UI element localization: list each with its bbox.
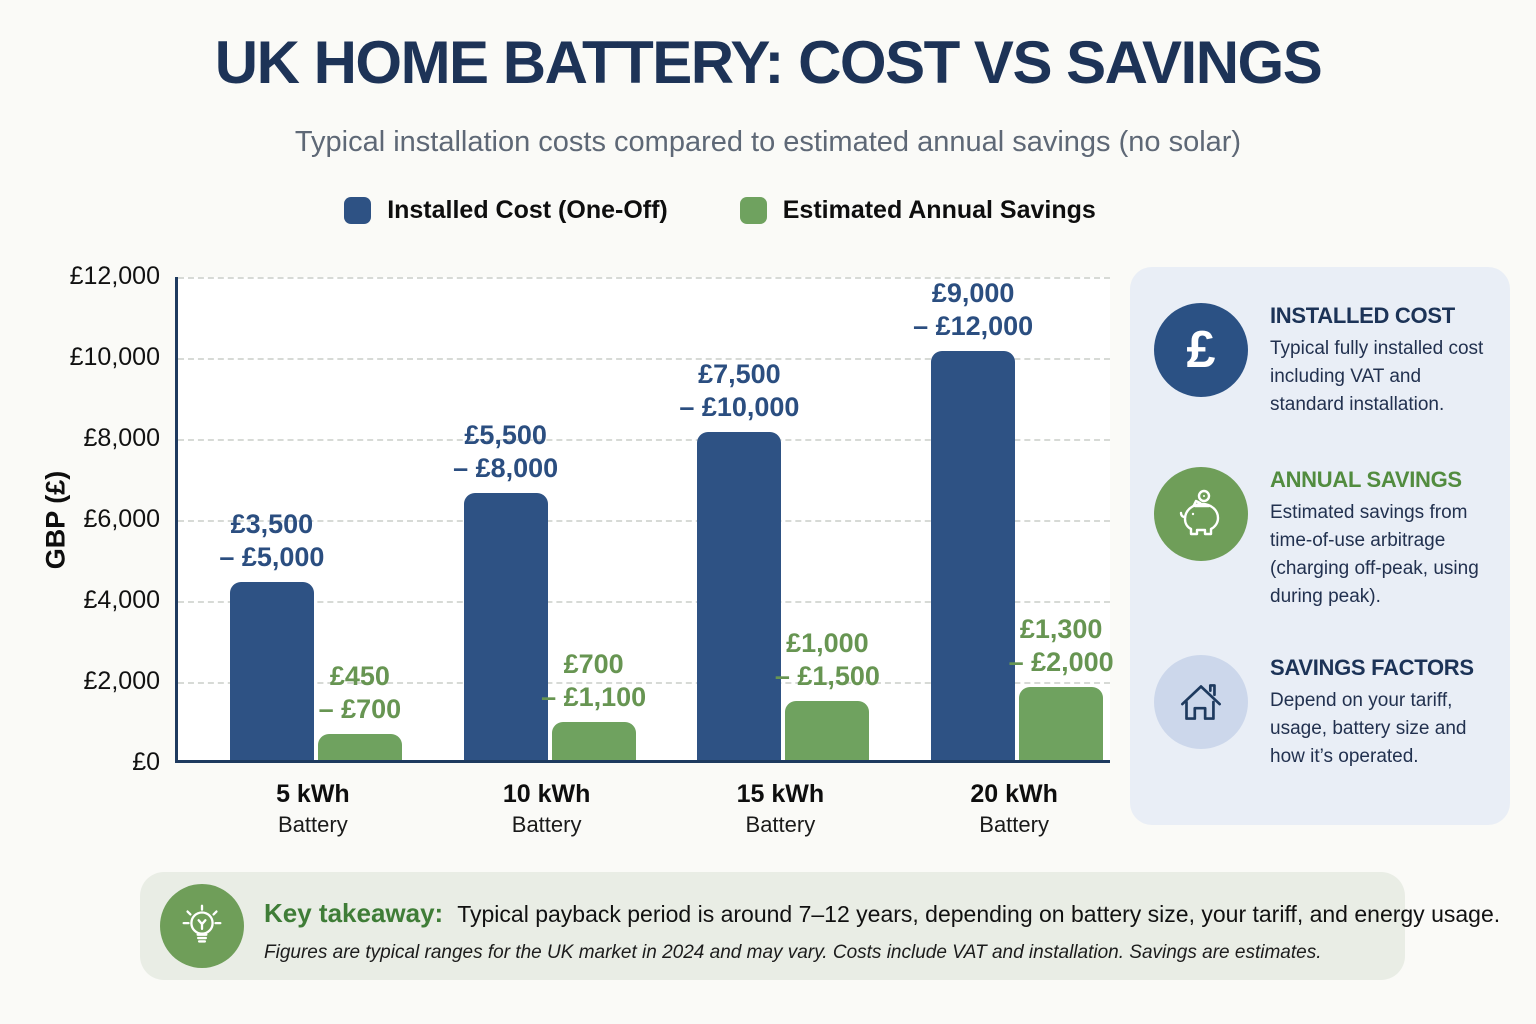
installed-cost-bar	[463, 493, 548, 760]
key-takeaway-box: Key takeaway: Typical payback period is a…	[140, 872, 1501, 980]
gridline	[178, 439, 1110, 441]
annual-savings-bar	[1019, 687, 1104, 760]
x-axis-tick-label: 5 kWh Battery	[276, 780, 350, 837]
page-subtitle: Typical installation costs compared to e…	[294, 126, 1242, 158]
info-item-installed-cost: £ INSTALLED COST Typical fully installed…	[1154, 303, 1486, 419]
page-title: UK HOME BATTERY: COST VS SAVINGS	[214, 29, 1323, 96]
bar-range-label: £5,500– £8,000	[453, 420, 559, 483]
bar-range-label: £450– £700	[318, 661, 402, 724]
chart-legend: Installed Cost (One-Off) Estimated Annua…	[0, 196, 1440, 225]
piggy-bank-icon	[1154, 467, 1248, 561]
gridline	[178, 520, 1110, 522]
legend-item-installed-cost: Installed Cost (One-Off)	[344, 196, 668, 225]
x-axis-tick-label: 15 kWh Battery	[736, 780, 825, 837]
info-body: Estimated savings from time-of-use arbit…	[1270, 502, 1479, 607]
lightbulb-icon	[160, 884, 244, 968]
house-icon	[1154, 655, 1248, 749]
y-axis-tick-label: £0	[132, 748, 160, 776]
plot-area: £3,500– £5,000 £450– £700 £5,500– £8,000 £7…	[175, 277, 1114, 763]
installed-cost-bar	[697, 432, 782, 760]
y-axis-tick-label: £12,000	[69, 262, 160, 290]
y-axis-tick-label: £6,000	[83, 505, 160, 533]
info-heading: SAVINGS FACTORS	[1270, 655, 1474, 680]
bar-range-label: £7,500– £10,000	[679, 359, 800, 422]
annual-savings-bar	[551, 722, 636, 760]
legend-label: Estimated Annual Savings	[782, 196, 1096, 224]
info-heading: ANNUAL SAVINGS	[1270, 467, 1462, 492]
bar-range-label: £1,300– £2,000	[1008, 614, 1114, 677]
annual-savings-bar	[785, 701, 870, 760]
gridline	[178, 601, 1110, 603]
y-axis-tick-label: £4,000	[83, 586, 160, 614]
gridline	[178, 358, 1110, 360]
bar-range-label: £700– £1,100	[541, 649, 647, 712]
info-panel: £ INSTALLED COST Typical fully installed…	[1130, 267, 1510, 825]
y-axis-tick-label: £10,000	[69, 343, 160, 371]
annual-savings-swatch-icon	[739, 197, 767, 224]
installed-cost-swatch-icon	[344, 197, 372, 224]
y-axis-tick-label: £2,000	[83, 667, 160, 695]
bar-range-label: £9,000– £12,000	[913, 278, 1034, 341]
info-body: Depend on your tariff, usage, battery si…	[1270, 690, 1467, 767]
y-axis-tick-label: £8,000	[83, 424, 160, 452]
x-axis-tick-label: 10 kWh Battery	[502, 780, 591, 837]
legend-label: Installed Cost (One-Off)	[387, 196, 668, 224]
info-item-annual-savings: ANNUAL SAVINGS Estimated savings from ti…	[1154, 467, 1486, 611]
x-axis-tick-label: 20 kWh Battery	[970, 780, 1058, 837]
takeaway-heading: Key takeaway:	[264, 898, 444, 928]
pound-icon: £	[1154, 303, 1248, 397]
info-body: Typical fully installed cost including V…	[1270, 338, 1484, 415]
gridline	[178, 277, 1110, 279]
installed-cost-bar	[931, 351, 1016, 760]
legend-item-annual-savings: Estimated Annual Savings	[739, 196, 1096, 225]
bar-range-label: £1,000– £1,500	[774, 628, 880, 691]
bar-range-label: £3,500– £5,000	[219, 509, 325, 572]
annual-savings-bar	[317, 734, 402, 760]
x-axis: 5 kWh Battery 10 kWh Battery 15 kWh Battery 20…	[175, 780, 1110, 850]
takeaway-note: Figures are typical ranges for the UK ma…	[264, 942, 1322, 963]
gridline	[178, 682, 1110, 684]
y-axis: £12,000 £10,000 £8,000 £6,000 £4,000 £2,000 £0	[0, 262, 160, 776]
installed-cost-bar	[229, 582, 314, 760]
takeaway-text: Key takeaway: Typical payback period is a…	[264, 898, 1501, 928]
info-heading: INSTALLED COST	[1270, 303, 1455, 328]
info-item-savings-factors: SAVINGS FACTORS Depend on your tariff, u…	[1154, 655, 1486, 771]
